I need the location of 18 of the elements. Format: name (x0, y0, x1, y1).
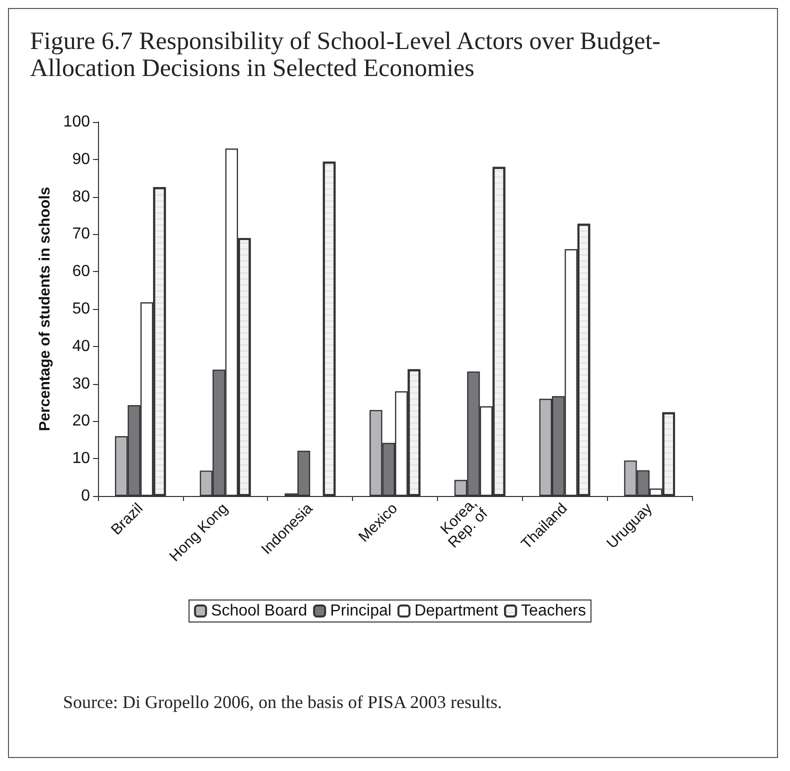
y-tick-label: 20 (72, 412, 90, 430)
y-tick-label: 60 (72, 263, 90, 280)
y-tick-label: 80 (72, 188, 90, 206)
source-note: Source: Di Gropello 2006, on the basis of PISA 2003 results. (63, 692, 503, 713)
legend-label: Department (414, 602, 499, 620)
y-tick-label: 10 (72, 450, 90, 468)
legend-label: Teachers (521, 602, 586, 620)
chart-title: Figure 6.7 Responsibility of School-Level Actors over Budget-Allocation Decisions in Selected Economies (30, 28, 662, 82)
y-tick-label: 90 (72, 150, 90, 168)
y-tick-label: 100 (63, 114, 90, 130)
y-tick-label: 0 (81, 488, 90, 504)
legend-label: Principal (330, 602, 392, 620)
y-axis-title: Percentage of students in schools (36, 186, 54, 432)
legend-label: School Board (211, 602, 308, 620)
y-tick-label: 50 (72, 300, 90, 318)
y-tick-label: 30 (72, 375, 90, 392)
y-tick-label: 40 (72, 338, 90, 355)
y-tick-label: 70 (72, 226, 90, 243)
